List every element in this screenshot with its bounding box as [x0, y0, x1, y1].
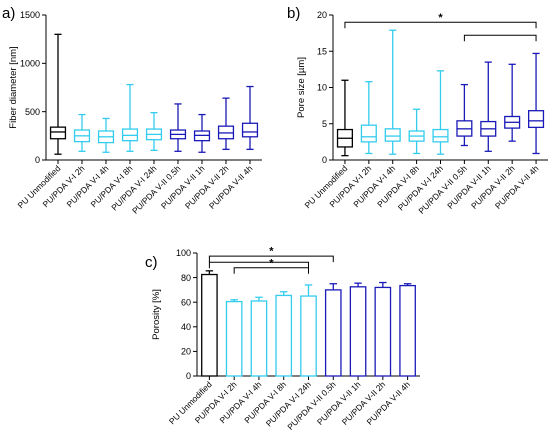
- y-tick-label: 500: [25, 107, 40, 117]
- y-tick-label: 1500: [20, 10, 40, 20]
- panel-label: c): [145, 254, 158, 271]
- y-tick-label: 100: [176, 248, 191, 258]
- x-tick-label: PU/PDA V-II 4h: [207, 163, 255, 211]
- y-tick-label: 40: [181, 322, 191, 332]
- y-tick-label: 10: [317, 83, 327, 93]
- box: [384, 128, 401, 142]
- y-axis-title: Fiber diameter [nm]: [8, 46, 19, 128]
- bar: [225, 300, 243, 377]
- bar: [399, 284, 416, 377]
- box: [528, 110, 545, 129]
- bar: [201, 273, 218, 377]
- y-tick-label: 15: [317, 46, 327, 56]
- bar: [324, 289, 342, 377]
- y-tick-label: 20: [317, 10, 327, 20]
- y-tick-label: 80: [181, 273, 191, 283]
- y-axis-title: Pore size [µm]: [296, 57, 307, 118]
- significance-label: *: [269, 246, 274, 258]
- y-tick-label: 20: [181, 347, 191, 357]
- box: [432, 128, 449, 143]
- panel-label: a): [2, 5, 15, 22]
- x-tick-label: PU/PDA V-II 4h: [364, 379, 412, 427]
- box: [49, 126, 67, 140]
- y-tick-label: 5: [322, 119, 327, 129]
- bar: [374, 286, 392, 377]
- significance-label: *: [269, 257, 274, 269]
- box: [241, 122, 259, 138]
- significance-bracket: [463, 34, 537, 42]
- y-tick-label: 0: [322, 155, 327, 165]
- box: [360, 124, 377, 143]
- x-tick-label: PU/PDA V-II 4h: [493, 163, 541, 211]
- bar: [300, 295, 317, 377]
- bar: [250, 300, 268, 377]
- bar: [349, 286, 367, 377]
- y-tick-label: 0: [35, 155, 40, 165]
- significance-bracket: [208, 255, 334, 263]
- y-axis-title: Porosity [%]: [151, 289, 162, 340]
- significance-bracket: [344, 21, 537, 29]
- y-tick-label: 0: [186, 371, 191, 381]
- bar: [275, 294, 293, 377]
- panel-label: b): [287, 5, 300, 22]
- significance-label: *: [438, 12, 443, 24]
- significance-bracket: [233, 267, 309, 274]
- y-tick-label: 60: [181, 297, 191, 307]
- y-tick-label: 1000: [20, 59, 40, 69]
- significance-bracket: [208, 261, 309, 269]
